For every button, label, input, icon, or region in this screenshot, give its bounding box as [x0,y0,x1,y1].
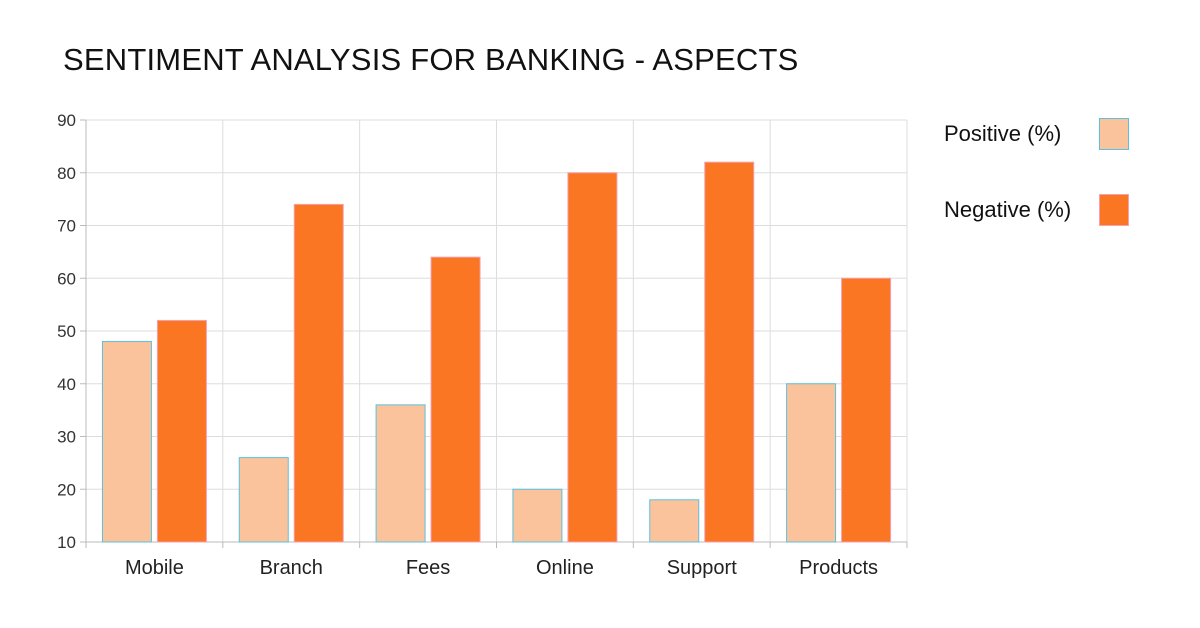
y-tick-label: 10 [57,533,76,552]
x-tick-label-products: Products [799,557,878,579]
legend-swatch-negative [1099,194,1129,226]
y-tick-label: 70 [57,217,76,236]
bar-branch-negative [293,203,344,543]
bar-online-positive [512,488,563,543]
bar-fees-negative [430,256,481,543]
y-tick-label: 30 [57,428,76,447]
y-tick-label: 40 [57,375,76,394]
legend-item-positive: Positive (%) [944,118,1134,152]
bar-support-positive [649,499,700,543]
y-tick-label: 90 [57,111,76,130]
bar-products-negative [841,277,892,543]
bar-support-negative [704,161,755,543]
bar-online-negative [567,172,618,543]
bar-fees-positive [375,404,426,543]
bar-mobile-positive [101,341,152,543]
y-tick-label: 60 [57,269,76,288]
legend-label-negative: Negative (%) [944,197,1072,222]
x-tick-label-support: Support [667,557,737,579]
bar-products-positive [786,383,837,543]
x-tick-label-fees: Fees [406,557,450,579]
legend-swatch-positive [1099,118,1129,150]
chart-title: SENTIMENT ANALYSIS FOR BANKING - ASPECTS [63,42,799,77]
y-tick-label: 80 [57,164,76,183]
legend-label-positive: Positive (%) [944,121,1062,146]
x-tick-label-mobile: Mobile [125,557,184,579]
x-tick-label-branch: Branch [260,557,323,579]
bar-mobile-negative [156,319,207,543]
bar-branch-positive [238,457,289,543]
x-tick-label-online: Online [536,557,594,579]
legend-item-negative: Negative (%) [944,194,1134,228]
chart-legend: Positive (%) Negative (%) [944,118,1134,270]
y-tick-label: 50 [57,322,76,341]
y-tick-label: 20 [57,480,76,499]
